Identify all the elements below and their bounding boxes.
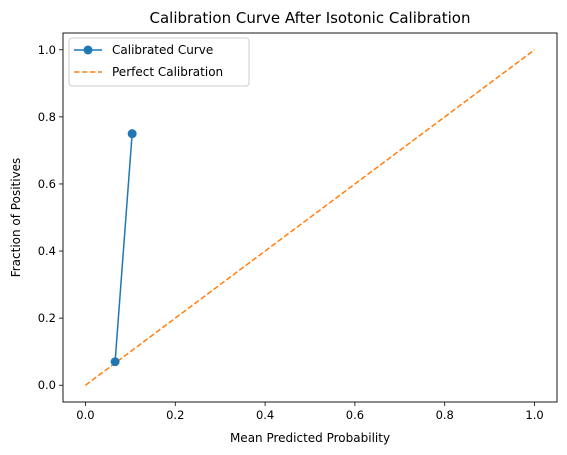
- x-axis-label: Mean Predicted Probability: [230, 431, 390, 445]
- plot-frame: [62, 32, 558, 403]
- perfect-calibration-line: [85, 49, 535, 386]
- calibrated-curve-line: [114, 133, 133, 362]
- x-tick-label: 0.4: [256, 408, 274, 422]
- y-axis-label: Fraction of Positives: [9, 158, 23, 278]
- legend-calibrated-marker: [83, 45, 93, 55]
- legend-perfect-label: Perfect Calibration: [112, 65, 223, 79]
- x-tick-label: 1.0: [525, 408, 543, 422]
- chart-title: Calibration Curve After Isotonic Calibra…: [150, 9, 471, 27]
- legend: Calibrated Curve Perfect Calibration: [68, 37, 250, 87]
- y-tick-label: 0.0: [38, 378, 56, 392]
- y-tick-label: 1.0: [38, 43, 56, 57]
- legend-calibrated-label: Calibrated Curve: [112, 43, 213, 57]
- series-layer: [85, 49, 535, 386]
- y-tick-label: 0.8: [38, 110, 56, 124]
- calibrated-curve-point: [110, 357, 120, 367]
- x-tick-label: 0.0: [76, 408, 94, 422]
- legend-box: [68, 37, 250, 87]
- y-tick-label: 0.2: [38, 311, 56, 325]
- tick-layer: 0.0 0.2 0.4 0.6 0.8 1.0 0.0 0.2 0.4 0.6 0.8 1.0: [38, 43, 544, 422]
- calibrated-curve-point: [127, 129, 137, 139]
- x-tick-label: 0.8: [436, 408, 454, 422]
- x-tick-label: 0.2: [166, 408, 184, 422]
- y-tick-label: 0.6: [38, 177, 56, 191]
- x-tick-label: 0.6: [346, 408, 364, 422]
- y-tick-label: 0.4: [38, 244, 56, 258]
